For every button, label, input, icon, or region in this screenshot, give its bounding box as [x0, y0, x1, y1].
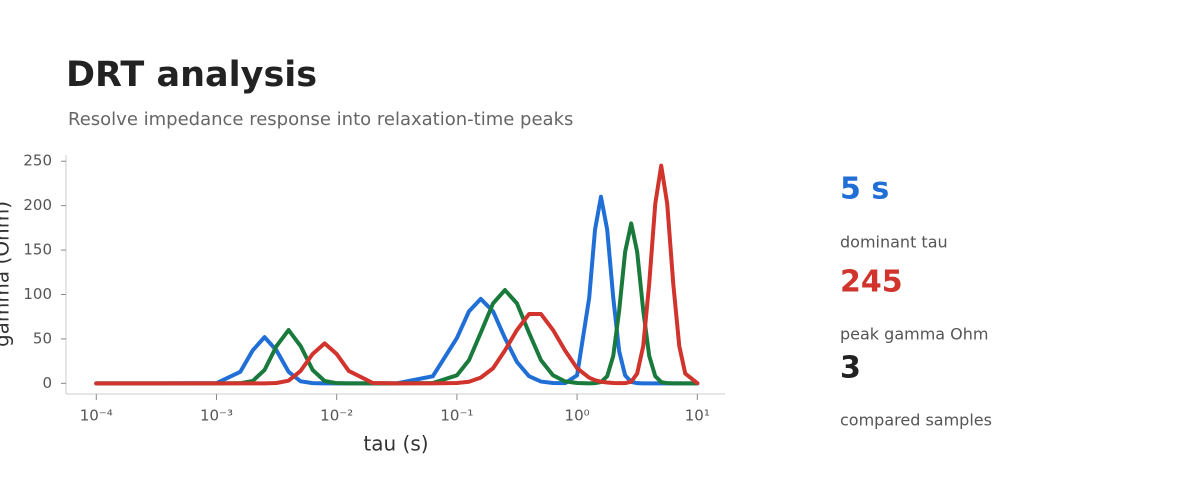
kpi-value: 5 s — [840, 172, 889, 207]
data-line — [94, 194, 700, 386]
x-tick-label: 10¹ — [685, 407, 710, 425]
y-tick-label: 100 — [23, 285, 52, 303]
y-tick-label: 200 — [23, 196, 52, 214]
x-axis-label: tau (s) — [363, 432, 428, 456]
x-tick-label: 10⁻³ — [200, 407, 233, 425]
title: DRT analysis — [66, 55, 317, 95]
data-line — [94, 221, 700, 386]
x-tick-label: 10⁻² — [320, 407, 353, 425]
y-tick-label: 150 — [23, 241, 52, 259]
y-tick-label: 50 — [33, 329, 52, 347]
kpi-label: dominant tau — [840, 233, 948, 252]
y-tick-label: 0 — [42, 374, 52, 392]
kpi-label: peak gamma Ohm — [840, 325, 989, 344]
y-tick-label: 250 — [23, 152, 52, 170]
data-line — [94, 163, 700, 386]
x-tick-label: 10⁰ — [565, 407, 590, 425]
y-axis-label: gamma (Ohm) — [0, 201, 14, 347]
kpi-label: compared samples — [840, 411, 992, 430]
subtitle: Resolve impedance response into relaxati… — [68, 109, 573, 130]
x-tick-label: 10⁻¹ — [440, 407, 473, 425]
x-tick-label: 10⁻⁴ — [80, 407, 113, 425]
kpi-value: 245 — [840, 265, 903, 300]
kpi-value: 3 — [840, 351, 861, 386]
